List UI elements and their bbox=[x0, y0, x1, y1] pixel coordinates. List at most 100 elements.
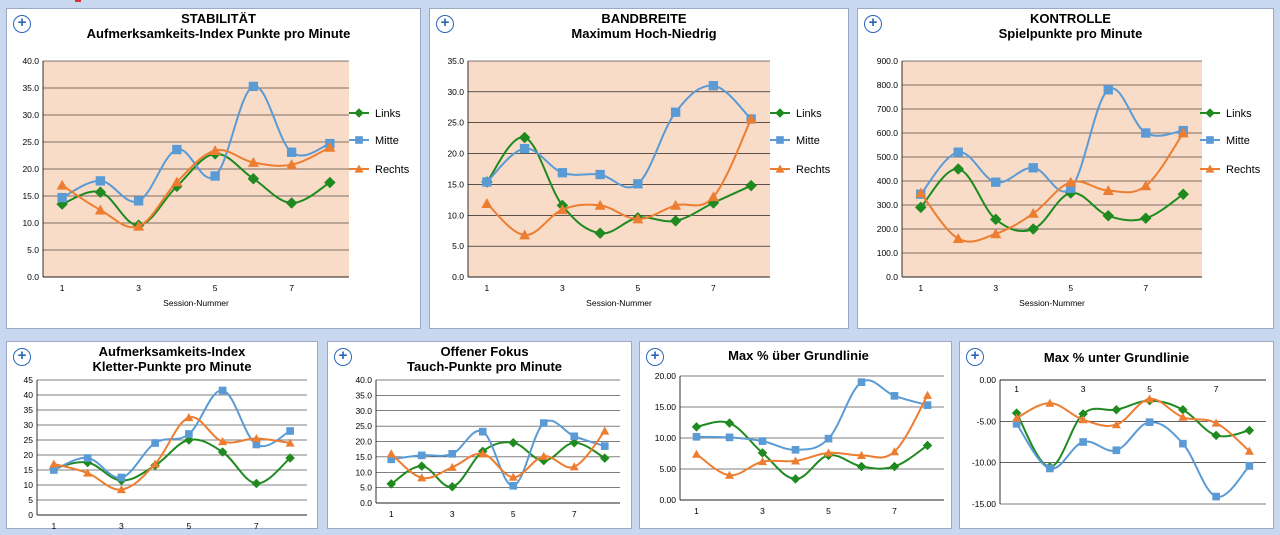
data-point-rechts bbox=[447, 462, 457, 471]
x-tick-label: 3 bbox=[119, 521, 124, 531]
expand-button[interactable]: + bbox=[13, 15, 31, 33]
data-point-links bbox=[599, 453, 610, 463]
x-axis-label: Session-Nummer bbox=[1019, 298, 1085, 308]
red-marker bbox=[75, 0, 81, 2]
series-line-mitte bbox=[53, 389, 291, 479]
data-point-mitte bbox=[991, 177, 1001, 187]
y-tick-label: 40.0 bbox=[22, 56, 39, 66]
data-point-rechts bbox=[478, 449, 488, 458]
plot-area bbox=[468, 61, 770, 277]
data-point-links bbox=[952, 163, 965, 175]
data-point-rechts bbox=[94, 204, 106, 215]
data-point-mitte bbox=[1079, 438, 1087, 446]
data-point-rechts bbox=[594, 199, 606, 210]
y-tick-label: 25.0 bbox=[355, 421, 372, 431]
x-tick-label: 7 bbox=[254, 521, 259, 531]
series-line-mitte bbox=[920, 87, 1184, 195]
data-point-rechts bbox=[49, 459, 59, 468]
y-tick-label: 15.0 bbox=[355, 452, 372, 462]
data-point-rechts bbox=[184, 413, 194, 422]
data-point-mitte bbox=[1046, 464, 1054, 473]
data-point-mitte bbox=[519, 143, 530, 154]
data-point-rechts bbox=[519, 229, 531, 240]
line-chart: 0.0 5.0 10.0 15.0 20.0 25.0 30.0 35.0 1 3 5 7 Sessio… bbox=[447, 56, 831, 308]
data-point-rechts bbox=[1102, 185, 1114, 195]
data-point-rechts bbox=[632, 213, 644, 224]
data-point-mitte bbox=[417, 451, 426, 460]
data-point-mitte bbox=[539, 419, 548, 427]
y-tick-label: 5.00 bbox=[659, 464, 676, 474]
y-tick-label: 200.0 bbox=[877, 224, 899, 234]
data-point-links bbox=[1111, 404, 1122, 415]
y-tick-label: 40 bbox=[24, 390, 34, 400]
expand-button[interactable]: + bbox=[436, 15, 454, 33]
y-tick-label: 35.0 bbox=[447, 56, 464, 66]
x-tick-label: 5 bbox=[636, 283, 641, 293]
x-tick-label: 1 bbox=[60, 283, 65, 293]
y-tick-label: 10.0 bbox=[22, 218, 39, 228]
x-tick-label: 1 bbox=[389, 509, 394, 519]
y-tick-label: 0.0 bbox=[27, 272, 39, 282]
data-point-mitte bbox=[1245, 462, 1254, 470]
expand-button[interactable]: + bbox=[864, 15, 882, 33]
data-point-mitte bbox=[1145, 418, 1154, 426]
data-point-rechts bbox=[247, 157, 259, 167]
data-point-rechts bbox=[1145, 394, 1155, 403]
data-point-links bbox=[324, 176, 336, 189]
chart-panel-offener-fokus: + Offener Fokus Tauch-Punkte pro Minute … bbox=[327, 341, 632, 529]
y-tick-label: 800.0 bbox=[877, 80, 899, 90]
expand-button[interactable]: + bbox=[966, 348, 984, 366]
x-tick-label: 3 bbox=[560, 283, 565, 293]
data-point-rechts bbox=[1177, 127, 1189, 138]
y-tick-label: 10.0 bbox=[447, 210, 464, 220]
data-point-links bbox=[1102, 209, 1115, 222]
data-point-rechts bbox=[1065, 176, 1077, 187]
data-point-mitte bbox=[1012, 419, 1021, 428]
legend-label: Rechts bbox=[796, 164, 831, 176]
legend-marker bbox=[355, 136, 363, 144]
data-point-mitte bbox=[1112, 446, 1121, 455]
expand-button[interactable]: + bbox=[334, 348, 352, 366]
data-point-mitte bbox=[725, 433, 734, 442]
data-point-links bbox=[1139, 212, 1152, 225]
series-line-rechts bbox=[1016, 397, 1251, 452]
x-tick-label: 3 bbox=[450, 509, 455, 519]
data-point-rechts bbox=[1111, 420, 1121, 429]
expand-button[interactable]: + bbox=[646, 348, 664, 366]
x-tick-label: 5 bbox=[826, 506, 831, 516]
data-point-mitte bbox=[57, 192, 67, 203]
y-tick-label: 45 bbox=[24, 375, 34, 385]
line-chart: 0.00 -5.00 -10.00 -15.00 1 3 5 7 bbox=[972, 375, 1266, 509]
y-tick-label: 0.0 bbox=[452, 272, 464, 282]
x-tick-label: 7 bbox=[1143, 283, 1148, 293]
data-point-rechts bbox=[251, 434, 261, 443]
data-point-mitte bbox=[1179, 439, 1187, 448]
legend-marker bbox=[354, 164, 364, 173]
chart-title-line-1: BANDBREITE bbox=[601, 11, 687, 26]
chart-title-line-2: Aufmerksamkeits-Index Punkte pro Minute bbox=[86, 26, 351, 41]
data-point-mitte bbox=[570, 432, 579, 441]
data-point-mitte bbox=[824, 434, 833, 443]
chart-title-line-1: Aufmerksamkeits-Index bbox=[98, 344, 246, 359]
data-point-mitte bbox=[448, 449, 457, 458]
data-point-links bbox=[217, 447, 228, 457]
expand-button[interactable]: + bbox=[13, 348, 31, 366]
y-tick-label: 25.0 bbox=[447, 118, 464, 128]
data-point-mitte bbox=[478, 427, 487, 436]
y-tick-label: 0.0 bbox=[886, 272, 898, 282]
data-point-rechts bbox=[670, 199, 682, 210]
legend-label: Links bbox=[1226, 108, 1252, 120]
y-tick-label: 40.0 bbox=[355, 375, 372, 385]
data-point-rechts bbox=[915, 187, 927, 198]
chart-title-line-2: Kletter-Punkte pro Minute bbox=[92, 359, 252, 374]
chart-title-line-1: STABILITÄT bbox=[181, 11, 256, 26]
data-point-rechts bbox=[990, 228, 1002, 239]
data-point-rechts bbox=[556, 204, 568, 215]
chart-title-line-1: Max % über Grundlinie bbox=[728, 348, 869, 363]
y-tick-label: 30.0 bbox=[355, 406, 372, 416]
data-point-mitte bbox=[210, 171, 220, 181]
data-point-rechts bbox=[324, 141, 336, 152]
y-tick-label: 10.0 bbox=[355, 467, 372, 477]
data-point-mitte bbox=[557, 168, 568, 178]
